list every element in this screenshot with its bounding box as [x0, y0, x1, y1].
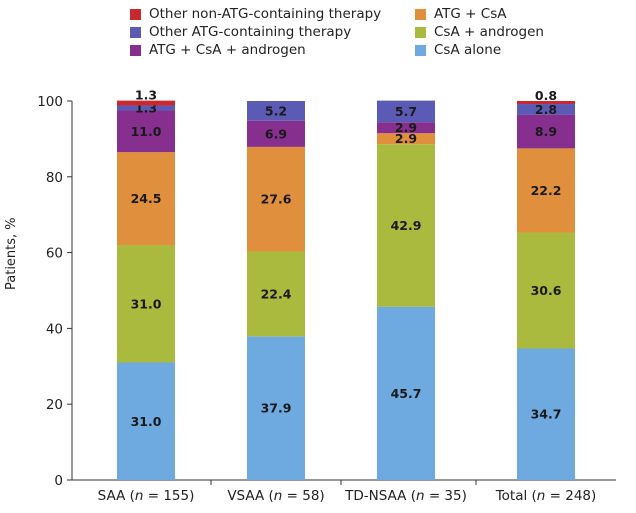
- y-tick-label: 20: [46, 397, 63, 413]
- data-label: 0.8: [535, 88, 557, 103]
- stacked-bar-chart: 02040608010031.031.024.511.01.31.337.922…: [0, 0, 636, 513]
- data-label: 6.9: [265, 126, 287, 141]
- data-label: 37.9: [261, 401, 292, 416]
- data-label: 5.2: [265, 103, 287, 118]
- data-label: 2.9: [395, 120, 417, 135]
- data-label: 5.7: [395, 104, 417, 119]
- data-label: 31.0: [131, 296, 162, 311]
- category-label: Total (n = 248): [496, 488, 597, 504]
- y-axis-label: Patients, %: [4, 217, 19, 290]
- data-label: 30.6: [531, 283, 562, 298]
- data-label: 22.4: [261, 286, 292, 301]
- category-label: TD-NSAA (n = 35): [345, 488, 467, 504]
- data-label: 34.7: [531, 407, 562, 422]
- category-label: VSAA (n = 58): [227, 488, 324, 504]
- data-label: 45.7: [391, 386, 422, 401]
- data-label: 2.8: [535, 102, 557, 117]
- y-tick-label: 60: [46, 246, 63, 262]
- data-label: 8.9: [535, 124, 557, 139]
- data-label: 22.2: [531, 183, 562, 198]
- y-tick-label: 0: [54, 473, 63, 489]
- data-label: 27.6: [261, 192, 292, 207]
- y-tick-label: 40: [46, 321, 63, 337]
- data-label: 24.5: [131, 191, 162, 206]
- data-label: 1.3: [135, 88, 157, 103]
- data-label: 31.0: [131, 414, 162, 429]
- y-tick-label: 100: [37, 94, 63, 110]
- data-label: 42.9: [391, 218, 422, 233]
- data-label: 11.0: [131, 124, 162, 139]
- category-label: SAA (n = 155): [98, 488, 195, 504]
- y-tick-label: 80: [46, 170, 63, 186]
